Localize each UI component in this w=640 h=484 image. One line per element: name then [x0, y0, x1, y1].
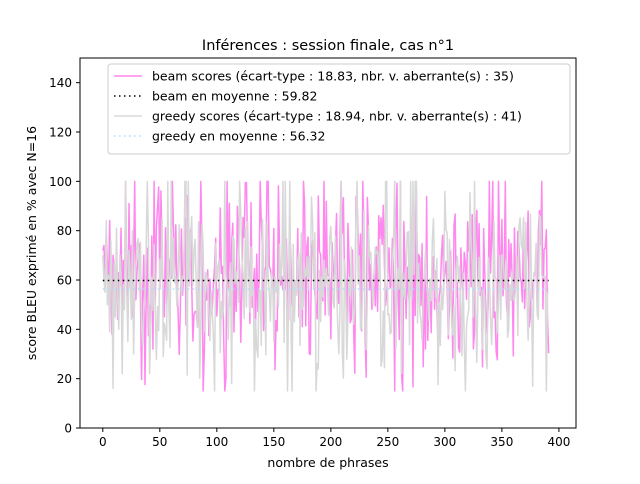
y-axis-label: score BLEU exprimé en % avec N=16	[24, 126, 39, 360]
legend-label: beam scores (écart-type : 18.83, nbr. v.…	[152, 69, 514, 84]
y-tick-label: 140	[49, 76, 72, 90]
y-tick-label: 100	[49, 175, 72, 189]
legend-box	[107, 63, 571, 155]
y-tick-label: 60	[57, 274, 72, 288]
legend: beam scores (écart-type : 18.83, nbr. v.…	[107, 63, 571, 155]
x-tick-label: 400	[547, 435, 570, 449]
y-tick-label: 0	[64, 422, 72, 436]
chart-title: Inférences : session finale, cas n°1	[202, 38, 454, 54]
x-tick-label: 200	[319, 435, 342, 449]
y-tick-label: 120	[49, 126, 72, 140]
legend-label: greedy scores (écart-type : 18.94, nbr. …	[152, 109, 522, 124]
y-tick-label: 20	[57, 372, 72, 386]
y-tick-label: 40	[57, 323, 72, 337]
x-tick-label: 250	[376, 435, 399, 449]
x-tick-label: 350	[490, 435, 513, 449]
x-tick-label: 0	[99, 435, 107, 449]
x-tick-label: 300	[433, 435, 456, 449]
plot-lines	[102, 180, 550, 392]
x-tick-label: 50	[152, 435, 167, 449]
x-tick-label: 100	[205, 435, 228, 449]
legend-label: greedy en moyenne : 56.32	[152, 129, 325, 144]
series-line-greedy-scores	[102, 180, 550, 392]
legend-label: beam en moyenne : 59.82	[152, 89, 317, 104]
y-axis: 0 20 40 60 80 100 120 140	[49, 76, 80, 436]
x-axis: 0 50 100 150 200 250 300 350 400	[99, 428, 570, 449]
y-tick-label: 80	[57, 224, 72, 238]
x-axis-label: nombre de phrases	[267, 455, 388, 470]
plot-frame	[79, 57, 577, 429]
x-tick-label: 150	[262, 435, 285, 449]
